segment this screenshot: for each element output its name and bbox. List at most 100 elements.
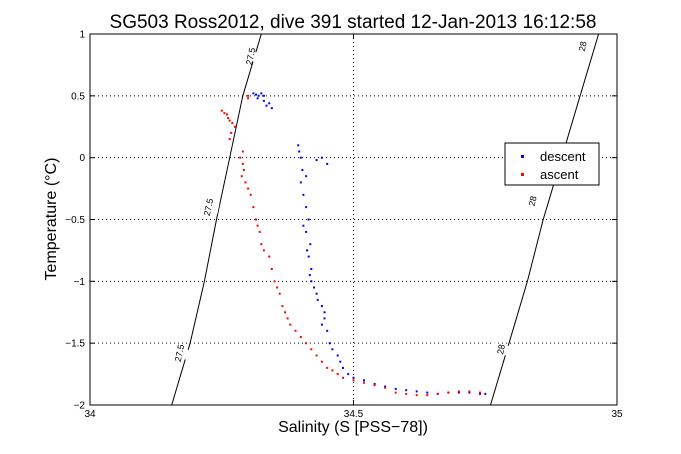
descent-point (468, 391, 471, 394)
legend-box (504, 142, 600, 186)
descent-point (315, 159, 318, 162)
contour-label-bg (571, 39, 594, 54)
ascent-point (239, 156, 242, 159)
grid (90, 34, 617, 405)
ascent-point (447, 391, 450, 394)
descent-point (339, 360, 342, 363)
descent-point (347, 373, 350, 376)
ascent-point (342, 376, 344, 379)
descent-point (415, 390, 418, 393)
descent-point (320, 305, 323, 308)
ascent-point (233, 125, 236, 128)
descent-point (262, 99, 265, 102)
y-tick-label: −0.5 (65, 215, 85, 226)
ascent-point (220, 109, 223, 112)
descent-point (320, 323, 323, 326)
data-points (220, 92, 487, 397)
y-axis-ticks: −2 −1.5 −1 −0.5 0 0.5 1 (65, 30, 617, 412)
descent-point (307, 255, 310, 258)
y-axis-label: Temperature (°C) (43, 158, 60, 281)
descent-point (326, 162, 329, 165)
ascent-point (394, 391, 397, 394)
descent-point (255, 93, 257, 96)
ascent-point (415, 394, 418, 397)
ascent-point (247, 187, 250, 190)
contour-label: 28 (495, 343, 507, 355)
descent-point (265, 104, 268, 107)
descent-point (252, 92, 255, 95)
descent-point (270, 107, 273, 110)
ascent-point (231, 122, 234, 124)
legend-label-descent: descent (540, 149, 586, 164)
descent-point (331, 348, 334, 351)
descent-point (305, 206, 308, 209)
ascent-point (286, 317, 289, 320)
descent-point (323, 311, 326, 314)
ascent-point (249, 193, 252, 196)
ascent-point (352, 379, 355, 382)
x-tick-label: 34.5 (344, 409, 364, 420)
descent-point (299, 156, 302, 159)
descent-point (457, 391, 460, 394)
ascent-point (255, 218, 257, 221)
y-tick-label: 1 (79, 30, 85, 41)
x-tick-label: 34 (84, 409, 96, 420)
ascent-point (326, 366, 329, 369)
ascent-point (256, 224, 259, 227)
descent-point (305, 175, 308, 178)
ascent-point (258, 230, 261, 233)
descent-point (405, 389, 408, 392)
descent-point (307, 218, 310, 221)
contour-label-bg (197, 200, 220, 215)
descent-point (426, 391, 429, 394)
ascent-point (289, 323, 292, 326)
ascent-point (315, 354, 318, 357)
ascent-point (336, 373, 339, 376)
ascent-point (244, 181, 247, 184)
contour-label-bg (168, 346, 191, 361)
descent-point (328, 342, 331, 345)
ascent-point (305, 342, 308, 345)
legend-marker-ascent (521, 173, 524, 176)
ascent-point (284, 311, 286, 314)
descent-point (268, 102, 271, 105)
descent-point (484, 392, 487, 395)
x-tick-label: 35 (611, 409, 623, 420)
descent-point (257, 94, 260, 97)
descent-point (384, 385, 387, 388)
descent-point (352, 376, 355, 379)
descent-point (305, 230, 308, 233)
ascent-point (228, 138, 231, 141)
descent-point (260, 92, 263, 95)
density-contours: 27.5 27.5 27.5 28 28 28 (168, 33, 600, 406)
contour-label: 27.5 (202, 198, 215, 217)
descent-point (342, 366, 344, 369)
ascent-point (273, 280, 276, 283)
ascent-point (468, 390, 471, 393)
ascent-point (226, 113, 228, 116)
ascent-point (228, 119, 231, 122)
ascent-point (331, 369, 334, 372)
contour-label: 27.5 (173, 343, 186, 362)
ascent-point (230, 131, 233, 134)
ascent-point (270, 268, 273, 270)
y-tick-label: −1.5 (65, 339, 85, 350)
ascent-point (457, 390, 460, 393)
y-tick-label: −1 (74, 277, 86, 288)
ascent-point (262, 249, 265, 252)
descent-point (302, 224, 305, 227)
descent-point (302, 193, 305, 196)
ascent-point (278, 292, 281, 295)
descent-point (297, 144, 300, 147)
ascent-point (426, 394, 429, 397)
descent-point (298, 150, 301, 153)
descent-point (308, 274, 311, 277)
density-contour-line (171, 33, 262, 406)
ascent-point (310, 348, 313, 351)
ascent-point (479, 391, 481, 394)
legend-label-ascent: ascent (540, 167, 579, 182)
descent-point (315, 292, 318, 295)
descent-point (299, 181, 302, 184)
ascent-point (240, 175, 243, 178)
